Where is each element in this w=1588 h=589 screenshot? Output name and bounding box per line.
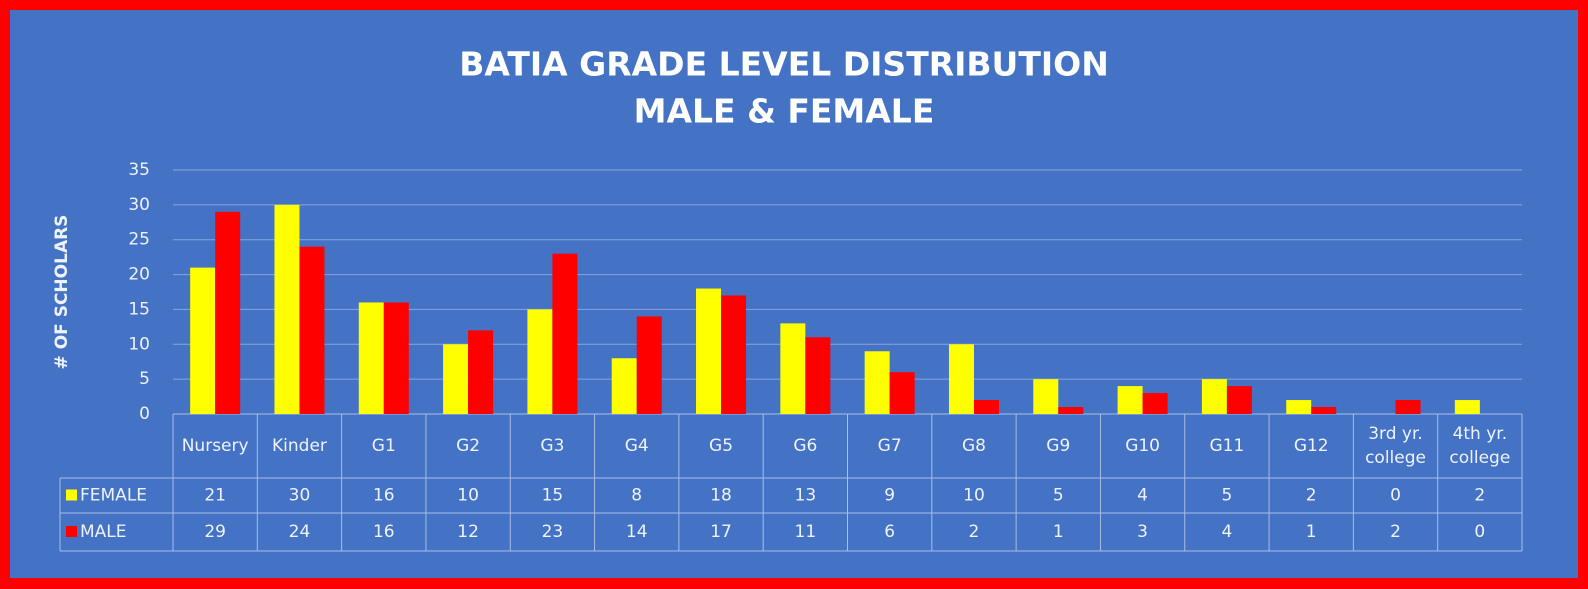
table-value: 1 (1306, 522, 1317, 542)
x-tick-label: G8 (962, 436, 986, 456)
x-tick-label: 4th yr. college (1449, 424, 1510, 468)
bar (1117, 386, 1143, 414)
bar (636, 316, 662, 414)
x-tick-label: G4 (625, 436, 649, 456)
bar (527, 309, 553, 414)
bar (1058, 407, 1084, 414)
table-value: 17 (710, 522, 732, 542)
bar (948, 344, 974, 414)
x-tick-label: Kinder (272, 436, 327, 456)
table-value: 24 (289, 522, 311, 542)
x-tick-label: G5 (709, 436, 733, 456)
table-value: 15 (542, 486, 564, 506)
x-tick-label: G9 (1046, 436, 1070, 456)
x-tick-label: G3 (540, 436, 564, 456)
table-value: 1 (1053, 522, 1064, 542)
table-value: 10 (963, 486, 985, 506)
bar (1395, 400, 1421, 414)
chart-title: BATIA GRADE LEVEL DISTRIBUTION (459, 45, 1109, 84)
bar (1226, 386, 1252, 414)
legend-key (66, 526, 77, 537)
legend-key (66, 489, 77, 501)
y-tick-label: 10 (128, 334, 150, 354)
x-tick-label: G12 (1294, 436, 1329, 456)
table-value: 29 (204, 522, 226, 542)
y-tick-label: 15 (128, 299, 150, 319)
legend-label: MALE (80, 522, 127, 542)
y-tick-label: 20 (128, 265, 150, 285)
table-value: 5 (1221, 486, 1232, 506)
bar (1286, 400, 1312, 414)
bar (468, 330, 494, 414)
table-value: 3 (1137, 522, 1148, 542)
bar (552, 253, 578, 414)
legend-label: FEMALE (80, 486, 147, 506)
table-value: 13 (795, 486, 817, 506)
x-tick-label: G2 (456, 436, 480, 456)
table-value: 10 (457, 486, 479, 506)
table-value: 2 (969, 522, 980, 542)
table-value: 16 (373, 486, 395, 506)
bar (1201, 379, 1227, 414)
bar (383, 302, 409, 414)
y-tick-label: 0 (139, 404, 150, 424)
table-value: 4 (1137, 486, 1148, 506)
bar (443, 344, 469, 414)
bar (190, 267, 216, 414)
bar (780, 323, 806, 414)
table-value: 4 (1221, 522, 1232, 542)
table-value: 6 (884, 522, 895, 542)
table-value: 2 (1390, 522, 1401, 542)
table-value: 30 (289, 486, 311, 506)
bar (1142, 393, 1168, 414)
bar (299, 246, 325, 414)
table-value: 9 (884, 486, 895, 506)
table-value: 0 (1390, 486, 1401, 506)
bar (1311, 407, 1337, 414)
x-tick-label: G11 (1210, 436, 1245, 456)
bar (864, 351, 890, 414)
y-tick-label: 5 (139, 369, 150, 389)
x-tick-label: G7 (878, 436, 902, 456)
bar (889, 372, 915, 414)
table-value: 5 (1053, 486, 1064, 506)
x-tick-label: 3rd yr. college (1365, 424, 1426, 468)
bar (358, 302, 384, 414)
bar (611, 358, 637, 414)
bar (696, 288, 722, 414)
y-tick-label: 35 (128, 160, 150, 180)
table-value: 8 (631, 486, 642, 506)
table-value: 23 (542, 522, 564, 542)
table-value: 21 (204, 486, 226, 506)
table-value: 14 (626, 522, 648, 542)
x-tick-label: G6 (793, 436, 817, 456)
y-tick-label: 30 (128, 195, 150, 215)
table-value: 2 (1306, 486, 1317, 506)
bar (1033, 379, 1059, 414)
bar (721, 295, 747, 414)
chart-subtitle: MALE & FEMALE (634, 92, 935, 131)
table-value: 11 (795, 522, 817, 542)
chart-background (10, 10, 1578, 578)
bar (1454, 400, 1480, 414)
table-value: 2 (1474, 486, 1485, 506)
bar (805, 337, 831, 414)
y-tick-label: 25 (128, 230, 150, 250)
x-tick-label: Nursery (182, 436, 249, 456)
x-tick-label: G1 (372, 436, 396, 456)
table-value: 12 (457, 522, 479, 542)
bar (215, 211, 241, 414)
bar (973, 400, 999, 414)
x-tick-label: G10 (1125, 436, 1160, 456)
table-value: 18 (710, 486, 732, 506)
table-value: 16 (373, 522, 395, 542)
table-value: 0 (1474, 522, 1485, 542)
y-axis-label: # OF SCHOLARS (52, 215, 72, 370)
bar (274, 204, 300, 414)
